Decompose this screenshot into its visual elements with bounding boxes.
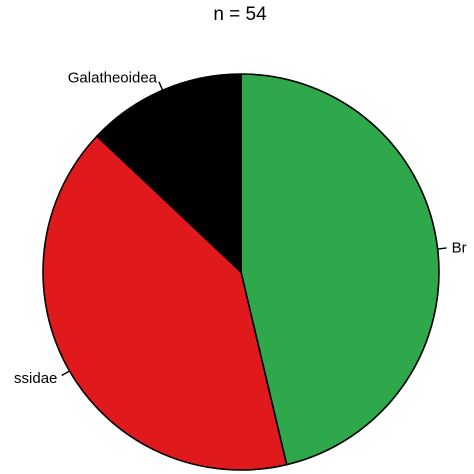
pie-label-tick-1: [61, 370, 70, 377]
pie-slice-0: [240, 73, 440, 466]
pie-slices: [42, 73, 440, 471]
pie-label-1: ssidae: [14, 370, 57, 387]
pie-label-tick-0: [437, 247, 447, 250]
pie-label-2: Galatheoidea: [68, 69, 158, 86]
pie-label-0: Br: [452, 239, 467, 256]
pie-label-tick-2: [158, 81, 164, 91]
chart-title: n = 54: [213, 4, 267, 25]
pie-labels: Br ssidae Galatheoidea: [14, 69, 467, 387]
